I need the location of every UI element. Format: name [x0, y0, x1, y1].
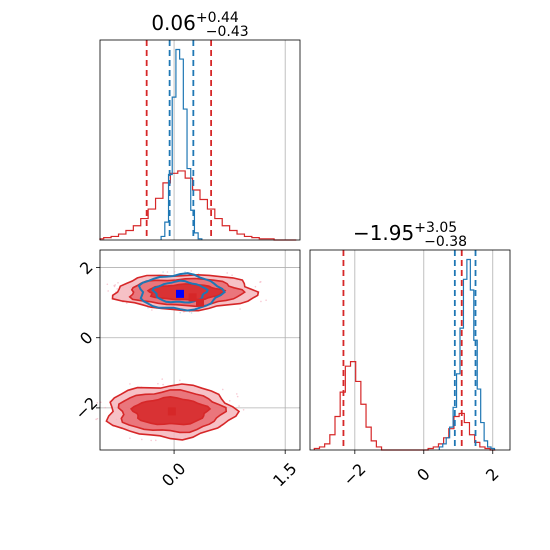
sample-dot [129, 437, 131, 439]
axes-frame [99, 39, 301, 241]
sample-dot [242, 408, 245, 411]
x-tick-label: 2 [482, 464, 503, 485]
panel-title: −1.95+3.05 −0.38 [353, 220, 467, 250]
grid [354, 250, 494, 450]
sample-dot [259, 281, 262, 283]
sample-dot [265, 299, 267, 302]
sample-dot [166, 271, 169, 273]
y-tick-label: 2 [76, 258, 97, 279]
marginal-histogram-param-1: 0.06+0.44 −0.43 [99, 10, 301, 241]
axes-frame [309, 249, 511, 451]
histogram-step-series-2 [160, 48, 203, 240]
histogram-step-series-1 [313, 361, 496, 451]
sample-dot [226, 272, 229, 274]
sample-dot [235, 393, 238, 395]
sample-dot [184, 271, 186, 273]
axes-frame [99, 249, 301, 451]
sample-dot [95, 418, 97, 421]
sample-dot [238, 405, 240, 407]
histogram-series [99, 48, 297, 241]
sample-markers [167, 289, 204, 416]
sample-dot [125, 302, 128, 304]
sample-dot [154, 439, 157, 442]
sample-dot [117, 281, 119, 284]
density-contours [105, 272, 260, 441]
sample-dot [239, 308, 241, 310]
sample-dot [150, 439, 152, 442]
sample-dot [114, 284, 117, 286]
x-tick-label: 1.5 [269, 459, 300, 490]
sample-marker-1 [176, 289, 184, 298]
x-tick-label: 0.0 [158, 459, 189, 490]
quantile-lines [342, 250, 477, 450]
joint-contour-panel: 20−20.0 1.5 [71, 249, 301, 490]
marginal-histogram-param-2: −2 0 2 −1.95+3.05 −0.38 [309, 220, 511, 490]
sample-dot [173, 270, 176, 273]
sample-dot [179, 379, 181, 382]
sample-dot [96, 417, 99, 420]
sample-dot [162, 383, 164, 386]
histogram-step-series-1 [99, 170, 297, 241]
grid [173, 40, 286, 240]
sample-dot [221, 388, 224, 391]
sample-dot [104, 406, 106, 409]
quantile-lines [145, 40, 213, 240]
axis-ticks: −2 0 2 [339, 450, 503, 490]
sample-marker-2 [188, 293, 197, 302]
sample-dot [228, 400, 231, 402]
sample-dot [140, 438, 143, 441]
histogram-step-series-2 [438, 258, 496, 450]
sample-dot [151, 309, 153, 311]
sample-dot [254, 285, 257, 288]
sample-dot [157, 382, 159, 385]
sample-dot [147, 306, 149, 309]
sample-dot [96, 401, 99, 404]
sample-dot [106, 283, 109, 286]
sample-dot [231, 274, 233, 277]
sample-marker-4 [167, 407, 176, 416]
contour-blob-3-level-2 [151, 279, 209, 304]
x-tick-label: 0 [413, 464, 434, 485]
sample-dot [236, 395, 239, 398]
panel-title: 0.06+0.44 −0.43 [151, 10, 248, 40]
y-tick-label: 0 [76, 328, 97, 349]
sample-marker-3 [196, 298, 204, 307]
sample-dot [107, 290, 109, 292]
sample-dot [162, 271, 164, 273]
histogram-series [313, 258, 496, 451]
sample-dot [161, 378, 164, 380]
sample-dot [179, 311, 181, 314]
sample-dot [113, 285, 116, 288]
sample-dot [183, 311, 185, 313]
sample-dot [260, 300, 262, 303]
sample-dot [116, 288, 119, 290]
sample-dot [129, 383, 131, 385]
sample-dot [190, 270, 193, 272]
contour-blob-3-level-1 [137, 272, 226, 312]
sample-dot [190, 312, 193, 314]
x-tick-label: −2 [339, 460, 369, 490]
